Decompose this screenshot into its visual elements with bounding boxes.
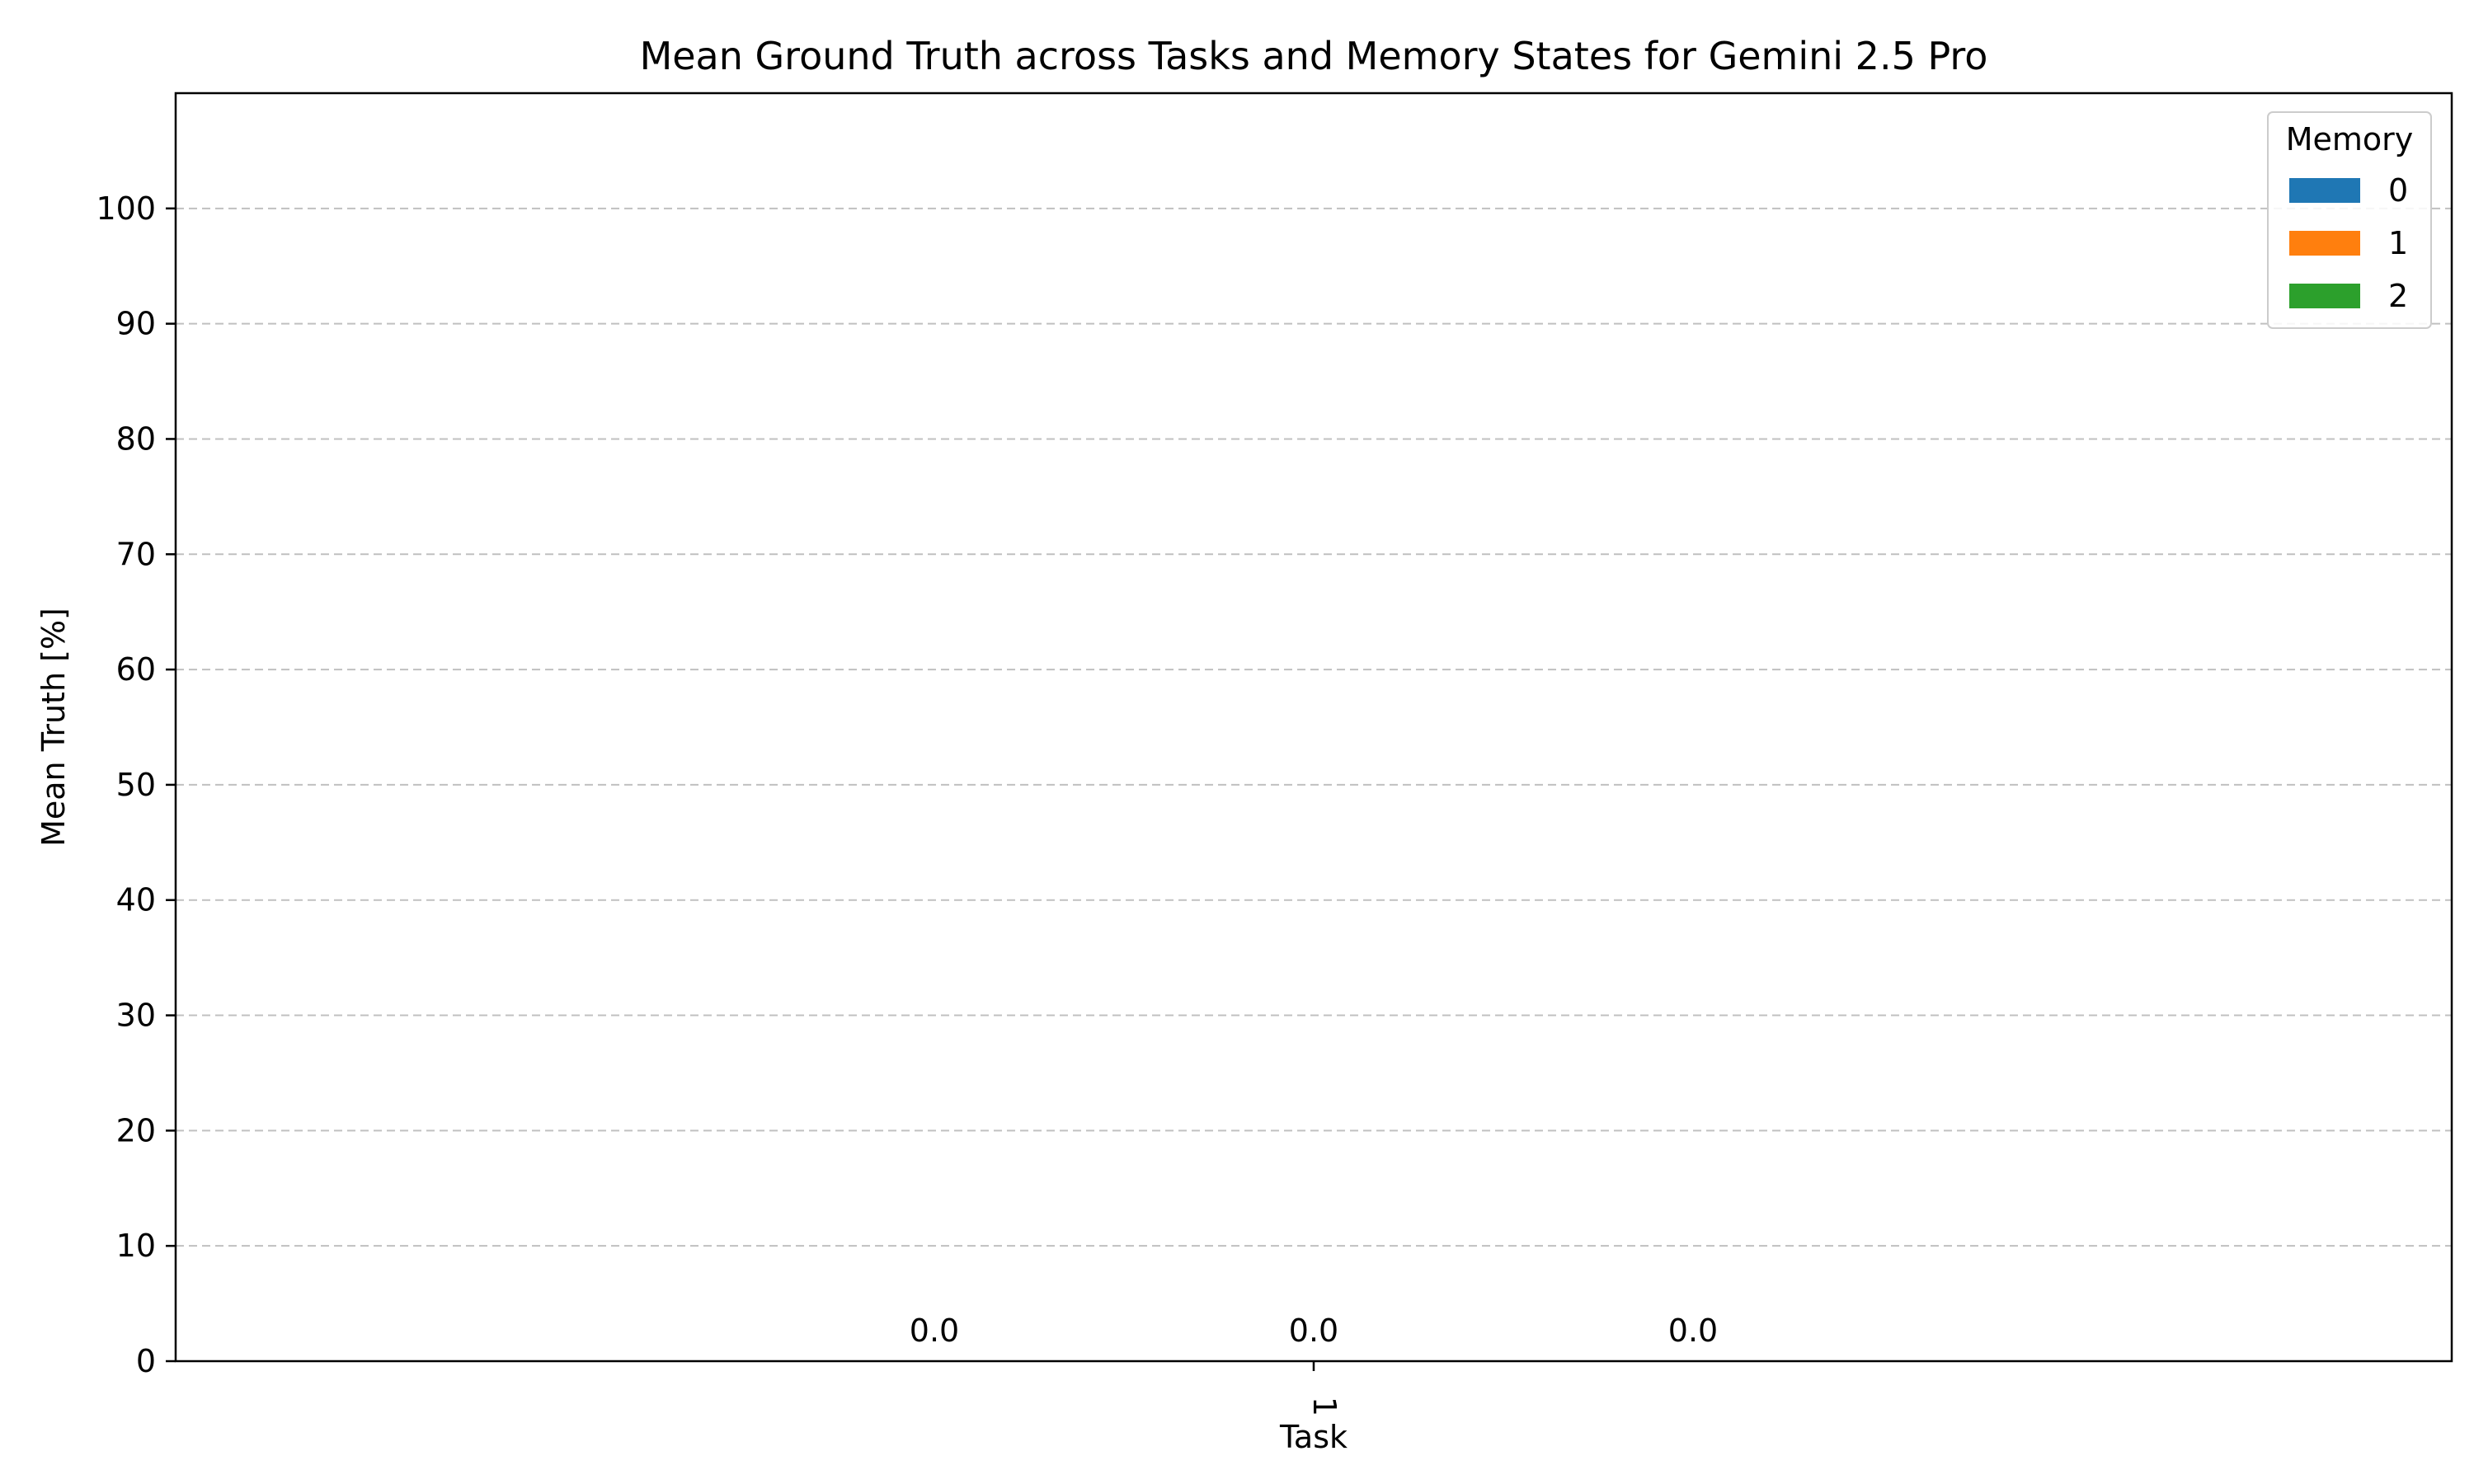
legend-label-1: 1 (2388, 225, 2408, 261)
x-axis-label: Task (1279, 1419, 1348, 1455)
x-tick-label: 1 (1306, 1397, 1343, 1416)
y-tick-label: 10 (116, 1228, 156, 1264)
legend-swatch-0 (2289, 178, 2360, 203)
bar-value-label: 0.0 (910, 1313, 959, 1349)
bar-value-label: 0.0 (1289, 1313, 1338, 1349)
legend-label-2: 2 (2388, 278, 2408, 314)
y-tick-label: 20 (116, 1112, 156, 1148)
y-tick-label: 70 (116, 536, 156, 572)
y-tick-label: 60 (116, 651, 156, 688)
y-tick-label: 50 (116, 767, 156, 803)
chart-title: Mean Ground Truth across Tasks and Memor… (640, 34, 1988, 78)
legend-swatch-1 (2289, 231, 2360, 256)
y-axis-ticks: 0 10 20 30 40 50 60 70 80 90 100 (96, 190, 176, 1379)
legend-swatch-2 (2289, 284, 2360, 308)
y-tick-label: 40 (116, 882, 156, 918)
legend-label-0: 0 (2388, 172, 2408, 209)
y-tick-label: 100 (96, 190, 156, 227)
bar-value-label: 0.0 (1668, 1313, 1718, 1349)
legend-box (2267, 111, 2432, 329)
legend-title: Memory (2286, 121, 2414, 157)
y-axis-label: Mean Truth [%] (35, 608, 72, 847)
y-tick-label: 80 (116, 420, 156, 457)
legend: Memory 0 1 2 (2267, 111, 2432, 329)
y-tick-label: 90 (116, 306, 156, 342)
legend-entries: 0 1 2 (2289, 172, 2408, 314)
y-gridlines (176, 207, 2452, 1247)
x-axis-ticks: 1 (1306, 1361, 1343, 1416)
y-tick-label: 30 (116, 998, 156, 1034)
y-tick-label: 0 (136, 1343, 156, 1379)
bar-value-labels: 0.0 0.0 0.0 (910, 1313, 1718, 1349)
